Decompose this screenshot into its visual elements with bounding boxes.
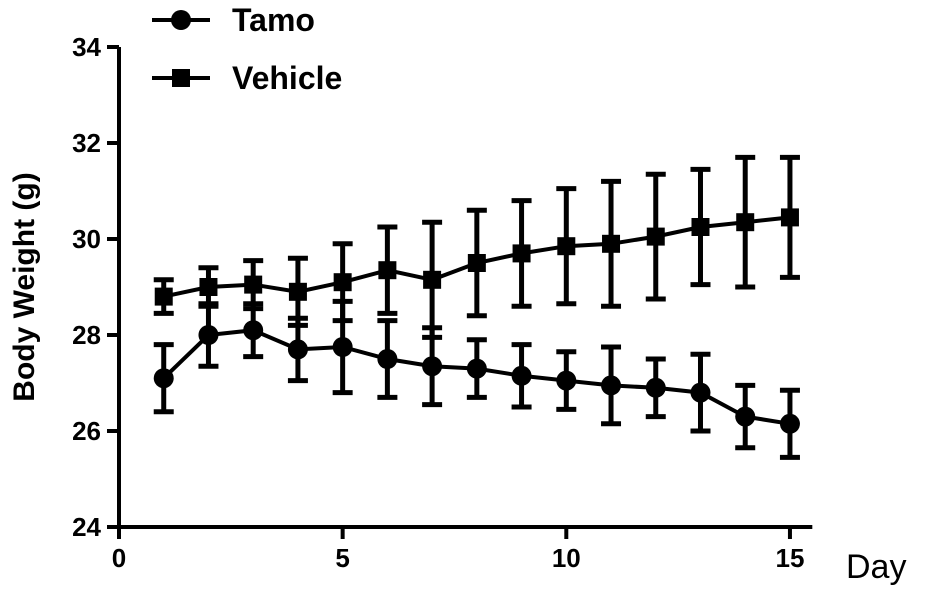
y-tick-label: 30 bbox=[72, 224, 101, 254]
legend-tamo-label: Tamo bbox=[232, 2, 315, 38]
tamo-point bbox=[198, 325, 219, 345]
x-tick-label: 0 bbox=[112, 543, 126, 573]
tamo-point bbox=[690, 382, 711, 403]
tamo-point bbox=[556, 370, 577, 391]
x-axis-label: Day bbox=[846, 548, 906, 586]
tamo-point bbox=[153, 368, 174, 389]
tamo-point bbox=[243, 320, 264, 341]
tamo-point bbox=[377, 349, 398, 369]
vehicle-point bbox=[602, 234, 621, 253]
tamo-point bbox=[287, 339, 308, 360]
vehicle-point bbox=[512, 244, 531, 263]
vehicle-point bbox=[736, 213, 755, 232]
vehicle-point bbox=[467, 254, 486, 272]
x-tick-label: 10 bbox=[552, 543, 581, 573]
tamo-point bbox=[422, 356, 443, 377]
vehicle-point bbox=[557, 237, 576, 256]
tamo-point bbox=[735, 406, 756, 427]
vehicle-point bbox=[333, 273, 352, 292]
tamo-point bbox=[645, 377, 666, 398]
y-axis-label: Body Weight (g) bbox=[8, 172, 41, 401]
tamo-point bbox=[466, 358, 487, 379]
vehicle-point bbox=[691, 218, 710, 236]
vehicle-point bbox=[780, 208, 799, 227]
tamo-point bbox=[779, 413, 800, 434]
x-tick-label: 15 bbox=[775, 543, 804, 573]
legend-tamo-marker bbox=[171, 10, 191, 30]
tamo-point bbox=[601, 375, 622, 396]
y-tick-label: 32 bbox=[72, 128, 101, 158]
y-tick-label: 34 bbox=[72, 32, 101, 62]
vehicle-point bbox=[646, 227, 665, 246]
legend-vehicle-marker bbox=[172, 69, 190, 87]
tamo-point bbox=[332, 337, 353, 357]
y-tick-label: 28 bbox=[72, 320, 101, 350]
vehicle-point bbox=[423, 270, 442, 289]
vehicle-point bbox=[244, 275, 263, 294]
tamo-point bbox=[511, 365, 532, 386]
x-tick-label: 5 bbox=[335, 543, 349, 573]
vehicle-point bbox=[199, 278, 218, 296]
vehicle-point bbox=[378, 261, 397, 280]
vehicle-point bbox=[288, 282, 307, 301]
y-tick-label: 26 bbox=[72, 416, 101, 446]
legend-vehicle-label: Vehicle bbox=[232, 60, 342, 96]
vehicle-point bbox=[154, 287, 173, 306]
y-tick-label: 24 bbox=[72, 512, 101, 542]
